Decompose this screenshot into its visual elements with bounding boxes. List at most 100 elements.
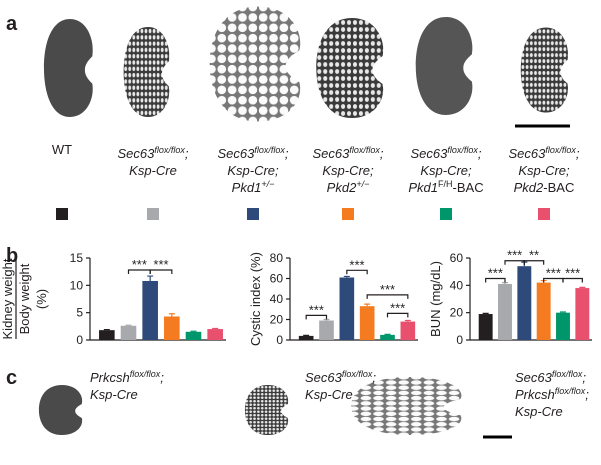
bar (517, 266, 532, 340)
superscript: flox/flox (545, 145, 576, 155)
label-part: Ksp-Cre (90, 387, 138, 402)
significance-label: *** (349, 257, 364, 272)
label-part: Ksp-Cre; (420, 163, 472, 178)
kidney-image (316, 18, 384, 118)
superscript: flox/flox (555, 386, 586, 396)
error-bar (103, 329, 110, 331)
error-bar (404, 319, 411, 322)
label-part: ; (285, 146, 289, 161)
legend-swatch (440, 208, 452, 220)
bar (120, 325, 137, 340)
label-part: Sec63 (312, 146, 350, 161)
y-tick-label: 5 (76, 306, 83, 320)
legend-swatch (56, 208, 68, 220)
significance-label: *** (153, 257, 168, 272)
y-tick-label: 40 (450, 278, 464, 292)
bar (207, 329, 223, 340)
label-part: ; (585, 387, 589, 402)
y-axis-label-denominator: Body weight (17, 263, 32, 334)
panel-label: b (6, 245, 18, 267)
legend-swatch (342, 208, 354, 220)
y-tick-label: 40 (270, 292, 284, 306)
genotype-label: Ksp-Cre (305, 387, 353, 402)
label-part: Sec63 (410, 146, 448, 161)
bar (319, 320, 334, 340)
bar (556, 312, 570, 340)
y-tick-label: 10 (70, 278, 84, 292)
kidney-image (43, 19, 93, 117)
genotype-label: Ksp-Cre; (227, 163, 279, 178)
label-part: Ksp-Cre; (518, 163, 570, 178)
significance-bracket (386, 312, 409, 318)
significance-label: *** (132, 257, 147, 272)
superscript: +/− (356, 179, 369, 189)
bar (498, 283, 512, 340)
y-axis-label: Kidney weight Body weight (%) (0, 258, 49, 339)
genotype-label: Sec63flox/flox; (312, 145, 383, 161)
genotype-label: Sec63flox/flox; (305, 369, 376, 385)
genotype-label: Pkd1F/H-BAC (408, 179, 483, 195)
legend-swatch (147, 208, 159, 220)
y-axis-label: BUN (mg/dL) (428, 261, 443, 337)
bar (298, 335, 314, 340)
error-bar (190, 330, 197, 332)
error-bar (384, 333, 391, 335)
y-tick-label: 60 (450, 251, 464, 265)
label-part: Pkd1 (408, 180, 438, 195)
genotype-label: Ksp-Cre (90, 387, 138, 402)
genotype-label: WT (52, 142, 72, 157)
label-part: Ksp-Cre (515, 404, 563, 419)
panel-label: c (6, 367, 17, 389)
genotype-label: Pkd2+/− (327, 179, 370, 195)
label-part: ; (380, 146, 384, 161)
kidney-image (209, 6, 301, 122)
label-part: WT (52, 142, 72, 157)
genotype-label: Prkcshflox/flox; (515, 386, 589, 402)
kidney-image (415, 17, 473, 115)
label-part: Prkcsh (90, 370, 130, 385)
bar (185, 331, 202, 340)
genotype-label: Ksp-Cre; (322, 163, 374, 178)
label-part: Sec63 (117, 146, 155, 161)
error-bar (502, 282, 508, 284)
bar (164, 316, 180, 340)
significance-label: *** (507, 248, 522, 263)
error-bar (323, 318, 330, 321)
label-part: Ksp-Cre (305, 387, 353, 402)
bar (536, 282, 551, 340)
genotype-label: Ksp-Cre; (518, 163, 570, 178)
genotype-label: Ksp-Cre; (420, 163, 472, 178)
bar (99, 330, 115, 340)
genotype-label: Sec63flox/flox; (508, 145, 579, 161)
y-axis-label-unit: (%) (34, 289, 49, 309)
label-part: Prkcsh (515, 387, 555, 402)
genotype-label: Sec63flox/flox; (515, 369, 586, 385)
significance-label: *** (565, 266, 580, 281)
significance-label: *** (390, 300, 405, 315)
bar (142, 280, 158, 340)
y-tick-label: 0 (276, 333, 283, 347)
significance-bracket (149, 269, 173, 275)
significance-bracket (523, 260, 545, 265)
panel-label: a (6, 13, 18, 35)
superscript: flox/flox (349, 145, 380, 155)
label-part: Sec63 (515, 370, 553, 385)
significance-label: *** (309, 302, 324, 317)
bar (575, 288, 590, 340)
y-tick-label: 20 (450, 306, 464, 320)
label-part: Pkd2 (514, 180, 544, 195)
superscript: flox/flox (552, 369, 583, 379)
label-part: ; (160, 370, 164, 385)
error-bar (168, 313, 175, 317)
y-axis-label-numerator: Kidney weight (0, 258, 15, 339)
kidney-image (351, 377, 462, 435)
error-bar (364, 303, 371, 307)
superscript: flox/flox (254, 145, 285, 155)
genotype-label: Prkcshflox/flox; (90, 369, 164, 385)
superscript: flox/flox (130, 369, 161, 379)
label-part: Sec63 (217, 146, 255, 161)
bar (400, 321, 416, 340)
error-bar (303, 334, 310, 336)
y-tick-label: 0 (76, 333, 83, 347)
label-part: Pkd2 (327, 180, 357, 195)
